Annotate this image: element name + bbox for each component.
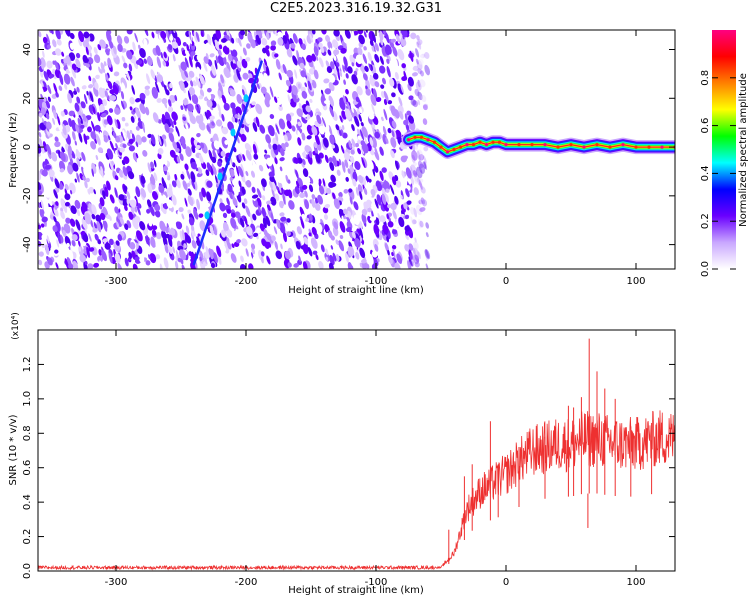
signal-trace-point bbox=[569, 143, 573, 147]
signal-trace-point bbox=[432, 140, 437, 144]
colorbar-tick-label: 0.2 bbox=[700, 213, 711, 229]
signal-trace-point bbox=[478, 140, 482, 144]
colorbar-gradient bbox=[712, 30, 736, 269]
snr-multiplier-label: (x10⁴) bbox=[11, 312, 21, 339]
snr-x-tick-label: -300 bbox=[105, 577, 128, 588]
diagonal-feature bbox=[192, 60, 263, 266]
spectrogram-x-tick-label: -300 bbox=[105, 276, 128, 287]
signal-trace-point bbox=[413, 135, 417, 139]
snr-x-tick-label: 0 bbox=[503, 577, 509, 588]
signal-trace-point bbox=[504, 143, 508, 147]
snr-x-tick-label: -200 bbox=[235, 577, 258, 588]
signal-trace-point bbox=[426, 138, 430, 142]
colorbar-label: Normalized spectral amplitude bbox=[738, 73, 749, 227]
signal-trace-point bbox=[556, 145, 560, 149]
spectrogram-y-axis: -40 -20 0 20 40 bbox=[22, 43, 675, 253]
snr-x-tick-label: 100 bbox=[626, 577, 645, 588]
spectrogram-x-axis: -300 -200 -100 0 100 bbox=[105, 30, 646, 287]
snr-x-label: Height of straight line (km) bbox=[288, 585, 424, 596]
spectrogram-y-label: Frequency (Hz) bbox=[8, 112, 19, 188]
signal-trace-point bbox=[621, 143, 625, 147]
spectrogram-y-tick-label: 20 bbox=[22, 92, 33, 105]
diagonal-feature-spot bbox=[217, 172, 223, 181]
spectrogram-y-tick-label: -40 bbox=[22, 236, 33, 252]
signal-trace-point bbox=[660, 145, 664, 149]
colorbar-tick-label: 0.8 bbox=[700, 70, 711, 86]
signal-trace-point bbox=[608, 145, 612, 149]
spectrogram-y-tick-label: 0 bbox=[22, 144, 33, 150]
signal-trace-point bbox=[406, 138, 411, 142]
snr-y-label: SNR (10 * v/v) bbox=[8, 414, 19, 485]
colorbar-tick-label: 0.6 bbox=[700, 118, 711, 134]
snr-y-tick-label: 0.6 bbox=[22, 460, 33, 476]
spectrogram-y-tick-label: -20 bbox=[22, 188, 33, 204]
signal-trace-point bbox=[452, 147, 456, 152]
snr-panel: -300 -200 -100 0 100 0.0 0.2 0.4 0.6 0.8 1.0 1.2 H… bbox=[8, 312, 676, 596]
signal-trace-point bbox=[471, 143, 476, 147]
signal-trace-point bbox=[543, 143, 547, 147]
noise-speckle bbox=[38, 30, 431, 269]
snr-frame bbox=[37, 329, 676, 572]
signal-trace-point bbox=[458, 145, 463, 149]
diagonal-feature-spot bbox=[230, 128, 236, 137]
signal-trace-point bbox=[530, 143, 534, 147]
signal-trace-point bbox=[634, 145, 638, 149]
snr-x-axis: -300 -200 -100 0 100 bbox=[105, 330, 646, 588]
snr-y-tick-label: 1.0 bbox=[22, 391, 33, 407]
spectrogram-x-tick-label: 100 bbox=[626, 276, 645, 287]
colorbar: 0.0 0.2 0.4 0.6 0.8 Normalized spectral ampl… bbox=[700, 30, 749, 277]
snr-y-tick-label: 1.2 bbox=[22, 356, 33, 372]
snr-y-tick-label: 0.8 bbox=[22, 425, 33, 441]
diagonal-feature-spot bbox=[204, 211, 210, 220]
colorbar-axis: 0.0 0.2 0.4 0.6 0.8 bbox=[700, 70, 736, 277]
snr-y-axis: 0.0 0.2 0.4 0.6 0.8 1.0 1.2 bbox=[22, 356, 675, 579]
spectrogram-frame bbox=[37, 29, 676, 270]
snr-x-tick-label: -100 bbox=[365, 577, 388, 588]
signal-trace-point bbox=[582, 145, 586, 149]
snr-y-tick-label: 0.4 bbox=[22, 494, 33, 510]
signal-trace-point bbox=[497, 140, 502, 144]
signal-trace-point bbox=[439, 145, 443, 149]
signal-trace-point bbox=[445, 150, 450, 154]
snr-series-line bbox=[38, 410, 675, 571]
signal-trace-point bbox=[517, 143, 521, 147]
signal-trace-point bbox=[647, 145, 651, 149]
spectrogram-plot-area bbox=[38, 30, 675, 269]
spectrogram-y-tick-label: 40 bbox=[22, 43, 33, 56]
signal-trace-point bbox=[595, 143, 599, 147]
spectrogram-x-tick-label: -200 bbox=[235, 276, 258, 287]
colorbar-tick-label: 0.4 bbox=[700, 165, 711, 181]
diagonal-feature-spot bbox=[243, 94, 249, 103]
spectrogram-x-tick-label: -100 bbox=[365, 276, 388, 287]
snr-y-tick-label: 0.0 bbox=[22, 563, 33, 579]
signal-trace-point bbox=[419, 135, 424, 139]
page-title: C2E5.2023.316.19.32.G31 bbox=[269, 1, 443, 16]
signal-trace-point bbox=[465, 143, 469, 147]
snr-y-tick-label: 0.2 bbox=[22, 529, 33, 545]
signal-trace-point bbox=[491, 140, 495, 144]
colorbar-tick-label: 0.0 bbox=[700, 261, 711, 277]
signal-trace-point bbox=[484, 143, 489, 147]
spectrogram-x-tick-label: 0 bbox=[503, 276, 509, 287]
snr-plot-area bbox=[38, 338, 675, 571]
spectrogram-x-label: Height of straight line (km) bbox=[288, 285, 424, 296]
